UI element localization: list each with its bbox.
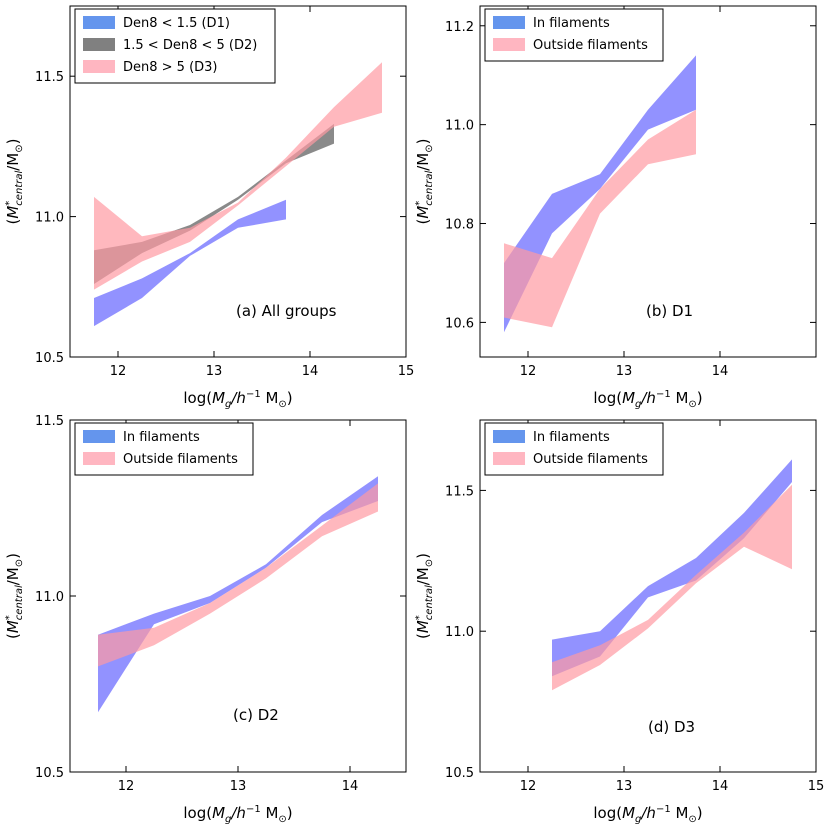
y-axis-label: (M*central/M⊙)	[4, 553, 25, 639]
legend-label: 1.5 < Den8 < 5 (D2)	[123, 38, 257, 53]
x-tick-label: 12	[520, 364, 537, 379]
y-axis-label: (M*central/M⊙)	[414, 139, 435, 225]
legend-swatch	[83, 60, 115, 73]
panel-3: 12 13 14 10.5 11.0 11.5 log(Mg/h−1 M⊙) (M*centr…	[4, 414, 407, 825]
y-tick-label: 10.5	[445, 766, 474, 781]
panel-annotation: (b) D1	[646, 302, 693, 320]
x-tick-label: 12	[520, 779, 537, 794]
x-tick-label: 12	[118, 779, 135, 794]
series-band-2	[552, 484, 792, 691]
legend-swatch	[83, 452, 115, 465]
panel-1: 12 13 14 15 10.5 11.0 11.5 log(Mg/h−1 M⊙) (M*cen…	[4, 5, 415, 410]
legend-swatch	[493, 430, 525, 443]
x-tick-label: 13	[206, 364, 223, 379]
y-tick-label: 11.0	[445, 119, 474, 134]
legend-label: Den8 > 5 (D3)	[123, 60, 218, 75]
series-band-2	[98, 483, 378, 667]
x-axis-label: log(Mg/h−1 M⊙)	[593, 804, 702, 825]
panel-annotation: (c) D2	[233, 706, 279, 724]
x-tick-label: 13	[616, 364, 633, 379]
legend-swatch	[493, 38, 525, 51]
x-tick-label: 13	[616, 779, 633, 794]
x-axis-label: log(Mg/h−1 M⊙)	[183, 389, 292, 410]
x-axis-label: log(Mg/h−1 M⊙)	[593, 389, 702, 410]
y-tick-label: 11.2	[445, 20, 474, 35]
legend-label: In filaments	[533, 430, 610, 445]
series-band-3	[94, 62, 382, 290]
y-axis-label: (M*central/M⊙)	[414, 553, 435, 639]
series-band-1	[552, 459, 792, 677]
axes-frame	[69, 5, 407, 358]
x-axis-label: log(Mg/h−1 M⊙)	[183, 804, 292, 825]
plot-area	[552, 459, 792, 691]
y-tick-label: 11.0	[35, 590, 64, 605]
legend-swatch	[83, 430, 115, 443]
series-band-2	[504, 109, 696, 328]
x-tick-label: 12	[110, 364, 127, 379]
panel-4: 12 13 14 15 10.5 11.0 11.5 log(Mg/h−1 M⊙) (M*cen…	[414, 419, 825, 825]
legend: In filaments Outside filaments	[484, 8, 664, 62]
panel-2: 12 13 14 10.6 10.8 11.0 11.2 log(Mg/h−1 M⊙) (M*c…	[414, 5, 817, 410]
y-tick-label: 10.5	[35, 766, 64, 781]
panel-annotation: (a) All groups	[236, 302, 337, 320]
legend-swatch	[83, 16, 115, 29]
x-tick-label: 13	[230, 779, 247, 794]
legend-label: Den8 < 1.5 (D1)	[123, 16, 230, 31]
x-tick-label: 14	[712, 779, 729, 794]
y-tick-label: 10.8	[445, 218, 474, 233]
legend-label: In filaments	[533, 16, 610, 31]
legend: In filaments Outside filaments	[74, 422, 254, 476]
panel-annotation: (d) D3	[648, 718, 695, 736]
legend-swatch	[493, 452, 525, 465]
y-tick-label: 11.5	[445, 484, 474, 499]
x-tick-label: 14	[712, 364, 729, 379]
y-tick-label: 10.6	[445, 316, 474, 331]
x-tick-label: 14	[342, 779, 359, 794]
x-tick-label: 15	[808, 779, 825, 794]
legend-label: Outside filaments	[533, 38, 648, 53]
x-tick-label: 14	[302, 364, 319, 379]
y-tick-label: 11.5	[35, 70, 64, 85]
y-axis-label: (M*central/M⊙)	[4, 139, 25, 225]
series-band-1	[504, 55, 696, 333]
y-tick-label: 11.5	[35, 414, 64, 429]
plot-area	[94, 62, 382, 327]
plot-area	[98, 476, 378, 713]
y-tick-label: 11.0	[445, 625, 474, 640]
series-band-1	[94, 199, 286, 327]
axes-frame	[479, 5, 817, 358]
legend: Den8 < 1.5 (D1) 1.5 < Den8 < 5 (D2) Den8 >…	[74, 8, 276, 84]
series-band-1	[98, 476, 378, 713]
axes-frame	[479, 419, 817, 773]
plot-area	[504, 55, 696, 333]
legend-label: In filaments	[123, 430, 200, 445]
legend-swatch	[83, 38, 115, 51]
y-tick-label: 11.0	[35, 211, 64, 226]
x-tick-label: 15	[398, 364, 415, 379]
legend-label: Outside filaments	[533, 452, 648, 467]
y-tick-label: 10.5	[35, 351, 64, 366]
legend-label: Outside filaments	[123, 452, 238, 467]
legend-swatch	[493, 16, 525, 29]
legend: In filaments Outside filaments	[484, 422, 664, 476]
